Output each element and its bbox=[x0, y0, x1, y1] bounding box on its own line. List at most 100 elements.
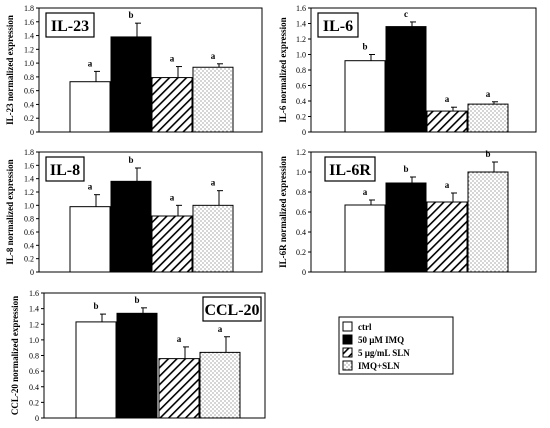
bar-ctrl bbox=[344, 204, 386, 273]
y-tick-label: 0.2 bbox=[296, 113, 306, 122]
bar-sln bbox=[151, 215, 193, 273]
y-tick-label: 0.8 bbox=[296, 188, 306, 197]
significance-letter: b bbox=[485, 149, 490, 159]
bar-imq bbox=[110, 180, 152, 273]
bar-imq bbox=[110, 36, 152, 133]
significance-letter: b bbox=[134, 295, 139, 305]
chart-panel-il-23: 0 0.2 0.4 0.6 0.8 1.0 1.2 1.4 1.6 1.8 IL-23 normal… bbox=[5, 4, 263, 137]
y-axis-label: IL-6 normalized expression bbox=[278, 17, 288, 122]
chart-title: CCL-20 bbox=[204, 302, 259, 319]
y-tick-label: 1.2 bbox=[29, 320, 39, 329]
y-tick-label: 1.0 bbox=[296, 168, 306, 177]
chart-title: IL-23 bbox=[51, 18, 89, 35]
title-box bbox=[317, 12, 359, 38]
y-tick-label: 1.6 bbox=[24, 18, 34, 27]
bar-sln bbox=[426, 201, 468, 273]
legend-swatch-imq bbox=[342, 334, 353, 345]
y-tick-label: 1.4 bbox=[296, 20, 306, 29]
significance-letter: a bbox=[486, 89, 491, 99]
title-box bbox=[45, 12, 95, 38]
bar-ctrl bbox=[69, 206, 111, 273]
bar-ctrl bbox=[69, 81, 111, 133]
y-tick-label: 0 bbox=[302, 128, 306, 137]
y-tick-label: 0.4 bbox=[24, 100, 34, 109]
bar-imq_sln bbox=[192, 66, 234, 133]
y-axis-label: IL-23 normalized expression bbox=[5, 15, 15, 125]
significance-letter: b bbox=[362, 42, 367, 52]
y-tick-label: 1.0 bbox=[29, 336, 39, 345]
bar-imq bbox=[116, 312, 158, 419]
y-tick-label: 0.2 bbox=[296, 248, 306, 257]
y-tick-label: 0.4 bbox=[296, 228, 306, 237]
significance-letter: a bbox=[170, 54, 175, 64]
y-axis-label: IL-8 normalized expression bbox=[5, 159, 15, 264]
y-tick-label: 0.2 bbox=[29, 398, 39, 407]
y-tick-label: 1.2 bbox=[296, 35, 306, 44]
y-tick-label: 1.6 bbox=[24, 161, 34, 170]
chart-panel-il-6: 0 0.2 0.4 0.6 0.8 1.0 1.2 1.4 1.6 IL-6 normalized… bbox=[278, 4, 537, 137]
y-tick-label: 0.4 bbox=[24, 241, 34, 250]
legend-label-imq_sln: IMQ+SLN bbox=[358, 361, 400, 371]
chart-title: IL-6 bbox=[323, 18, 353, 35]
legend-swatch-sln bbox=[342, 347, 353, 358]
y-tick-label: 0.6 bbox=[24, 228, 34, 237]
significance-letter: b bbox=[403, 164, 408, 174]
significance-letter: a bbox=[211, 178, 216, 188]
y-tick-label: 0 bbox=[30, 268, 34, 277]
significance-letter: a bbox=[445, 180, 450, 190]
y-tick-label: 1.4 bbox=[24, 32, 34, 41]
bar-ctrl bbox=[75, 321, 117, 419]
title-box bbox=[202, 296, 262, 322]
y-tick-label: 1.6 bbox=[296, 4, 306, 13]
legend-swatch-imq_sln bbox=[342, 360, 353, 371]
y-tick-label: 0 bbox=[35, 414, 39, 423]
legend: ctrl 50 µM IMQ 5 µg/mL SLN IMQ+SLN bbox=[338, 316, 454, 375]
y-tick-label: 1.0 bbox=[24, 59, 34, 68]
y-tick-label: 1.4 bbox=[24, 175, 34, 184]
bar-sln bbox=[151, 77, 193, 133]
bar-imq_sln bbox=[467, 171, 509, 273]
y-tick-label: 0.6 bbox=[29, 367, 39, 376]
significance-letter: a bbox=[445, 94, 450, 104]
y-tick-label: 0.2 bbox=[24, 114, 34, 123]
y-tick-label: 1.4 bbox=[29, 305, 39, 314]
legend-label-sln: 5 µg/mL SLN bbox=[358, 348, 410, 358]
bar-imq_sln bbox=[192, 204, 234, 273]
significance-letter: a bbox=[177, 334, 182, 344]
y-tick-label: 0.8 bbox=[29, 352, 39, 361]
significance-letter: c bbox=[404, 9, 408, 19]
charts-layer: 0 0.2 0.4 0.6 0.8 1.0 1.2 1.4 1.6 1.8 IL-23 normal… bbox=[5, 4, 537, 423]
significance-letter: a bbox=[363, 187, 368, 197]
significance-letter: b bbox=[128, 10, 133, 20]
chart-panel-il-6r: 0 0.2 0.4 0.6 0.8 1.0 1.2 IL-6R normalized expr… bbox=[278, 148, 537, 277]
y-tick-label: 0.6 bbox=[24, 87, 34, 96]
title-box bbox=[324, 156, 376, 182]
bar-imq_sln bbox=[467, 103, 509, 133]
significance-letter: a bbox=[170, 192, 175, 202]
y-axis-label: IL-6R normalized expression bbox=[278, 156, 288, 268]
significance-letter: a bbox=[211, 51, 216, 61]
legend-label-ctrl: ctrl bbox=[358, 322, 372, 332]
y-tick-label: 1.2 bbox=[24, 188, 34, 197]
bar-imq bbox=[385, 182, 427, 273]
bar-imq_sln bbox=[199, 351, 241, 419]
y-tick-label: 1.2 bbox=[296, 148, 306, 157]
y-tick-label: 1.2 bbox=[24, 45, 34, 54]
significance-letter: b bbox=[128, 155, 133, 165]
significance-letter: b bbox=[93, 301, 98, 311]
y-tick-label: 0 bbox=[30, 128, 34, 137]
y-tick-label: 0.8 bbox=[24, 73, 34, 82]
y-tick-label: 1.0 bbox=[296, 51, 306, 60]
bar-sln bbox=[158, 358, 200, 419]
legend-swatch-ctrl bbox=[342, 321, 353, 332]
bar-sln bbox=[426, 110, 468, 133]
y-tick-label: 0.8 bbox=[296, 66, 306, 75]
y-tick-label: 1.0 bbox=[24, 201, 34, 210]
chart-title: IL-6R bbox=[329, 162, 371, 179]
bar-ctrl bbox=[344, 60, 386, 133]
y-tick-label: 1.8 bbox=[24, 4, 34, 13]
y-tick-label: 0.4 bbox=[296, 97, 306, 106]
y-tick-label: 0.2 bbox=[24, 255, 34, 264]
significance-letter: a bbox=[88, 58, 93, 68]
